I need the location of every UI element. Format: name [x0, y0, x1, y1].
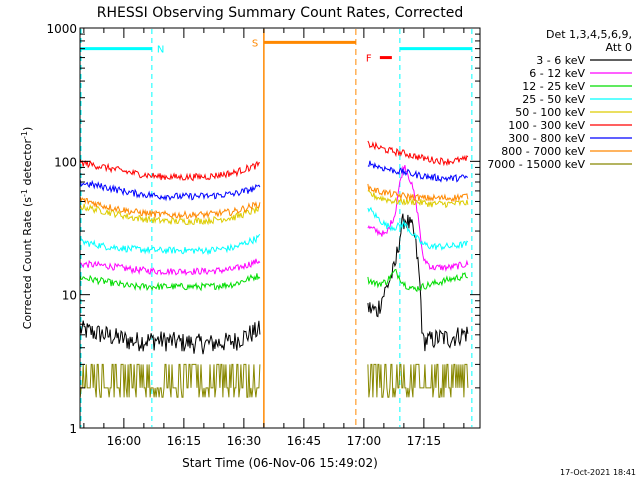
footer-timestamp: 17-Oct-2021 18:41: [560, 468, 636, 477]
saa-marker-label: S: [252, 38, 258, 49]
x-tick-label: 16:00: [107, 434, 142, 448]
series-line-4-after: [367, 189, 469, 209]
series-line-5-before: [79, 159, 260, 182]
series-line-1-after: [367, 164, 469, 273]
y-tick-label: 100: [54, 155, 77, 169]
legend-label: 300 - 800 keV: [508, 132, 585, 145]
series-line-5-after: [367, 140, 469, 167]
flare-marker-label: F: [366, 54, 372, 65]
legend-label: 800 - 7000 keV: [501, 145, 585, 158]
legend-header-line1: Det 1,3,4,5,6,9,: [546, 28, 632, 41]
y-tick-label: 10: [62, 289, 77, 303]
series-line-7-before: [79, 197, 261, 220]
legend-label: 50 - 100 keV: [515, 106, 585, 119]
x-tick-label: 16:30: [227, 434, 262, 448]
legend-label: 25 - 50 keV: [522, 93, 585, 106]
series-line-7-after: [367, 183, 469, 203]
y-axis-label-end: ): [21, 127, 34, 131]
plot-marks: N S F: [79, 29, 473, 427]
y-axis-label-main: Corrected Count Rate (s: [21, 197, 34, 330]
series-line-3-after: [367, 206, 469, 251]
series-line-0-after: [367, 213, 469, 352]
series-line-2-after: [367, 268, 468, 293]
legend-label: 100 - 300 keV: [508, 119, 585, 132]
series-line-1-before: [80, 258, 261, 277]
series-line-3-before: [79, 233, 261, 256]
series-line-2-before: [79, 273, 261, 292]
night-marker-label: N: [157, 45, 164, 56]
series-line-6-after: [367, 160, 469, 183]
legend-label: 7000 - 15000 keV: [487, 158, 585, 171]
legend-header-line2: Att 0: [606, 41, 632, 54]
x-tick-label: 16:15: [167, 434, 202, 448]
y-axis-label-sup1: -1: [20, 189, 29, 197]
series-line-6-before: [79, 179, 261, 202]
legend-label: 6 - 12 keV: [529, 67, 585, 80]
y-axis-ticks: 1 10 100 1000: [46, 22, 480, 436]
series-line-0-before: [79, 320, 261, 355]
series-line-4-before: [79, 203, 260, 226]
y-axis-label-sup2: -1: [20, 131, 29, 139]
series-line-8-after: [367, 363, 469, 398]
plot-frame: [79, 27, 481, 429]
x-tick-label: 17:00: [347, 434, 382, 448]
series-line-8-before: [79, 363, 261, 398]
legend-label: 12 - 25 keV: [522, 80, 585, 93]
y-tick-label: 1000: [46, 22, 77, 36]
x-tick-label: 16:45: [287, 434, 322, 448]
y-tick-label: 1: [69, 422, 77, 436]
x-tick-label: 17:15: [407, 434, 442, 448]
y-axis-label-mid: detector: [21, 139, 34, 189]
x-axis-ticks: 16:00 16:15 16:30 16:45 17:00 17:15: [83, 28, 465, 448]
legend-label: 3 - 6 keV: [536, 54, 585, 67]
x-axis-label: Start Time (06-Nov-06 15:49:02): [182, 456, 378, 470]
y-axis-label: Corrected Count Rate (s-1 detector-1): [20, 127, 35, 330]
chart-title: RHESSI Observing Summary Count Rates, Co…: [97, 5, 463, 21]
